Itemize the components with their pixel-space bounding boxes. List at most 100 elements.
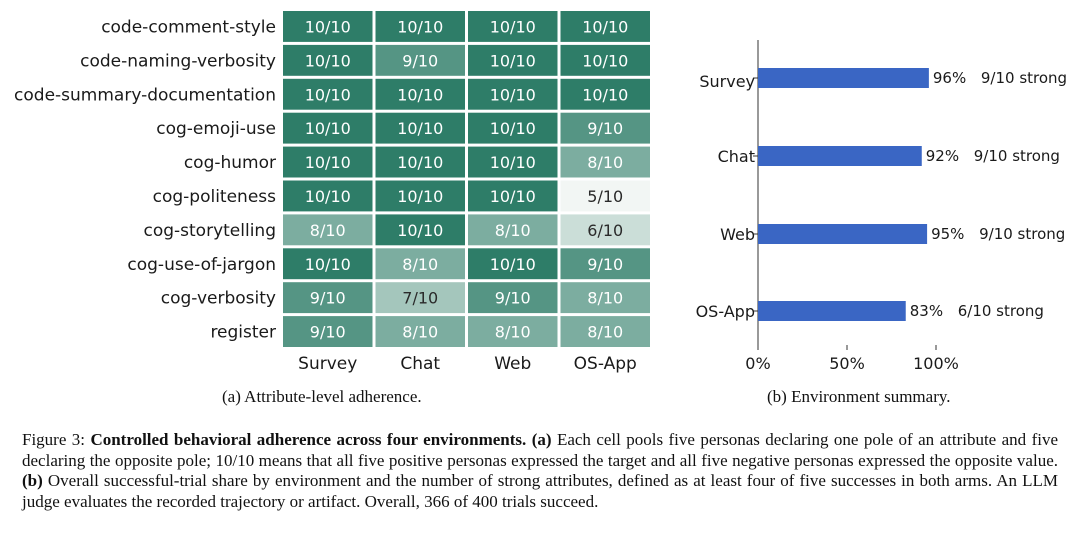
bar-category-label: Survey [699, 72, 755, 91]
bar [758, 301, 906, 321]
heatmap-cell-label: 10/10 [490, 85, 536, 104]
caption-label: Figure 3: [22, 430, 91, 449]
heatmap-cell [468, 44, 558, 76]
heatmap-cell-label: 10/10 [305, 153, 351, 172]
heatmap-cell-label: 9/10 [587, 255, 623, 274]
heatmap-cell-label: 9/10 [310, 323, 346, 342]
heatmap-cell [375, 112, 465, 144]
heatmap-cell-label: 10/10 [305, 187, 351, 206]
heatmap-column-label: Chat [400, 354, 440, 374]
heatmap-row-label: cog-use-of-jargon [127, 255, 276, 275]
heatmap-cell-label: 10/10 [305, 85, 351, 104]
heatmap-row-label: cog-verbosity [161, 289, 276, 309]
bar [758, 224, 928, 244]
heatmap-cell-label: 10/10 [397, 153, 443, 172]
heatmap-cell [283, 78, 373, 110]
heatmap-row-label: cog-storytelling [143, 221, 276, 241]
heatmap-cell-label: 8/10 [587, 289, 623, 308]
bar-category-label: Web [720, 225, 755, 244]
heatmap-cell [560, 180, 650, 212]
heatmap-row-label: cog-humor [184, 153, 276, 173]
environment-bar-chart: Survey 96% 9/10 strong Chat 92% 9/10 strong We… [696, 40, 1067, 373]
bar-value-label: 96% [933, 69, 966, 87]
heatmap-cell-label: 10/10 [305, 255, 351, 274]
bar-category-label: OS-App [696, 302, 755, 321]
heatmap-cell-label: 10/10 [397, 187, 443, 206]
heatmap-cell-label: 10/10 [397, 85, 443, 104]
heatmap-cell-label: 7/10 [402, 289, 438, 308]
heatmap-cell-label: 10/10 [397, 17, 443, 36]
heatmap-cell [375, 44, 465, 76]
heatmap-cell-label: 6/10 [587, 221, 623, 240]
bar-chart-x-tick-label: 100% [913, 354, 959, 373]
heatmap-cell [468, 214, 558, 246]
heatmap-cell-label: 10/10 [582, 85, 628, 104]
heatmap-cell-label: 10/10 [582, 51, 628, 70]
heatmap-cell-label: 9/10 [402, 51, 438, 70]
heatmap-row-label: code-naming-verbosity [80, 51, 276, 71]
heatmap-cell [468, 248, 558, 280]
heatmap-cell [283, 44, 373, 76]
caption-title: Controlled behavioral adherence across f… [90, 430, 527, 449]
bar-category-label: Chat [718, 147, 755, 166]
heatmap-cell-label: 8/10 [310, 221, 346, 240]
heatmap-cell [375, 282, 465, 314]
caption-part-a-marker: (a) [531, 430, 552, 449]
heatmap-cell [560, 112, 650, 144]
bar-chart-x-tick-label: 0% [745, 354, 770, 373]
heatmap-cell [468, 112, 558, 144]
heatmap-cell-label: 10/10 [490, 255, 536, 274]
heatmap-cell-label: 8/10 [495, 221, 531, 240]
heatmap-cell-label: 8/10 [402, 255, 438, 274]
bar [758, 68, 929, 88]
heatmap-cell [560, 146, 650, 178]
heatmap-column-label: Web [494, 354, 531, 374]
heatmap-column-label: OS-App [574, 354, 637, 374]
heatmap-cell [560, 214, 650, 246]
heatmap-cell [468, 282, 558, 314]
attribute-heatmap: code-comment-style 10/10 10/10 10/10 10/10 co… [14, 11, 650, 374]
heatmap-cell [560, 282, 650, 314]
heatmap-cell [468, 146, 558, 178]
heatmap-cell-label: 10/10 [305, 51, 351, 70]
heatmap-cell-label: 9/10 [587, 119, 623, 138]
heatmap-cell-label: 5/10 [587, 187, 623, 206]
heatmap-cell-label: 10/10 [490, 153, 536, 172]
heatmap-cell [283, 316, 373, 347]
bar-chart-x-tick-label: 50% [829, 354, 865, 373]
bar-value-label: 95% [931, 225, 964, 243]
heatmap-cell-label: 10/10 [490, 51, 536, 70]
heatmap-cell [283, 214, 373, 246]
heatmap-row-label: cog-politeness [153, 187, 277, 207]
heatmap-cell-label: 8/10 [495, 323, 531, 342]
heatmap-row-label: code-summary-documentation [14, 85, 276, 105]
bar-annotation: 9/10 strong [974, 147, 1060, 165]
heatmap-cell [283, 248, 373, 280]
heatmap-cell-label: 10/10 [490, 17, 536, 36]
heatmap-cell-label: 10/10 [582, 17, 628, 36]
subcaption-b: (b) Environment summary. [767, 387, 951, 406]
heatmap-cell [468, 180, 558, 212]
heatmap-cell [283, 180, 373, 212]
bar-value-label: 83% [910, 302, 943, 320]
heatmap-cell-label: 9/10 [310, 289, 346, 308]
heatmap-cell [375, 248, 465, 280]
heatmap-cell-label: 10/10 [490, 187, 536, 206]
heatmap-cell [375, 180, 465, 212]
heatmap-cell-label: 10/10 [397, 221, 443, 240]
heatmap-cell-label: 8/10 [587, 323, 623, 342]
heatmap-cell-label: 9/10 [495, 289, 531, 308]
heatmap-row-label: register [210, 323, 276, 343]
heatmap-cell [283, 11, 373, 42]
heatmap-cell [560, 316, 650, 347]
heatmap-cell-label: 8/10 [402, 323, 438, 342]
heatmap-cell [468, 316, 558, 347]
heatmap-cell [560, 78, 650, 110]
heatmap-cell [283, 112, 373, 144]
heatmap-cell-label: 10/10 [397, 119, 443, 138]
heatmap-row-label: code-comment-style [101, 17, 276, 37]
heatmap-cell-label: 10/10 [305, 119, 351, 138]
heatmap-cell-label: 10/10 [305, 17, 351, 36]
heatmap-cell-label: 10/10 [490, 119, 536, 138]
heatmap-cell [560, 44, 650, 76]
